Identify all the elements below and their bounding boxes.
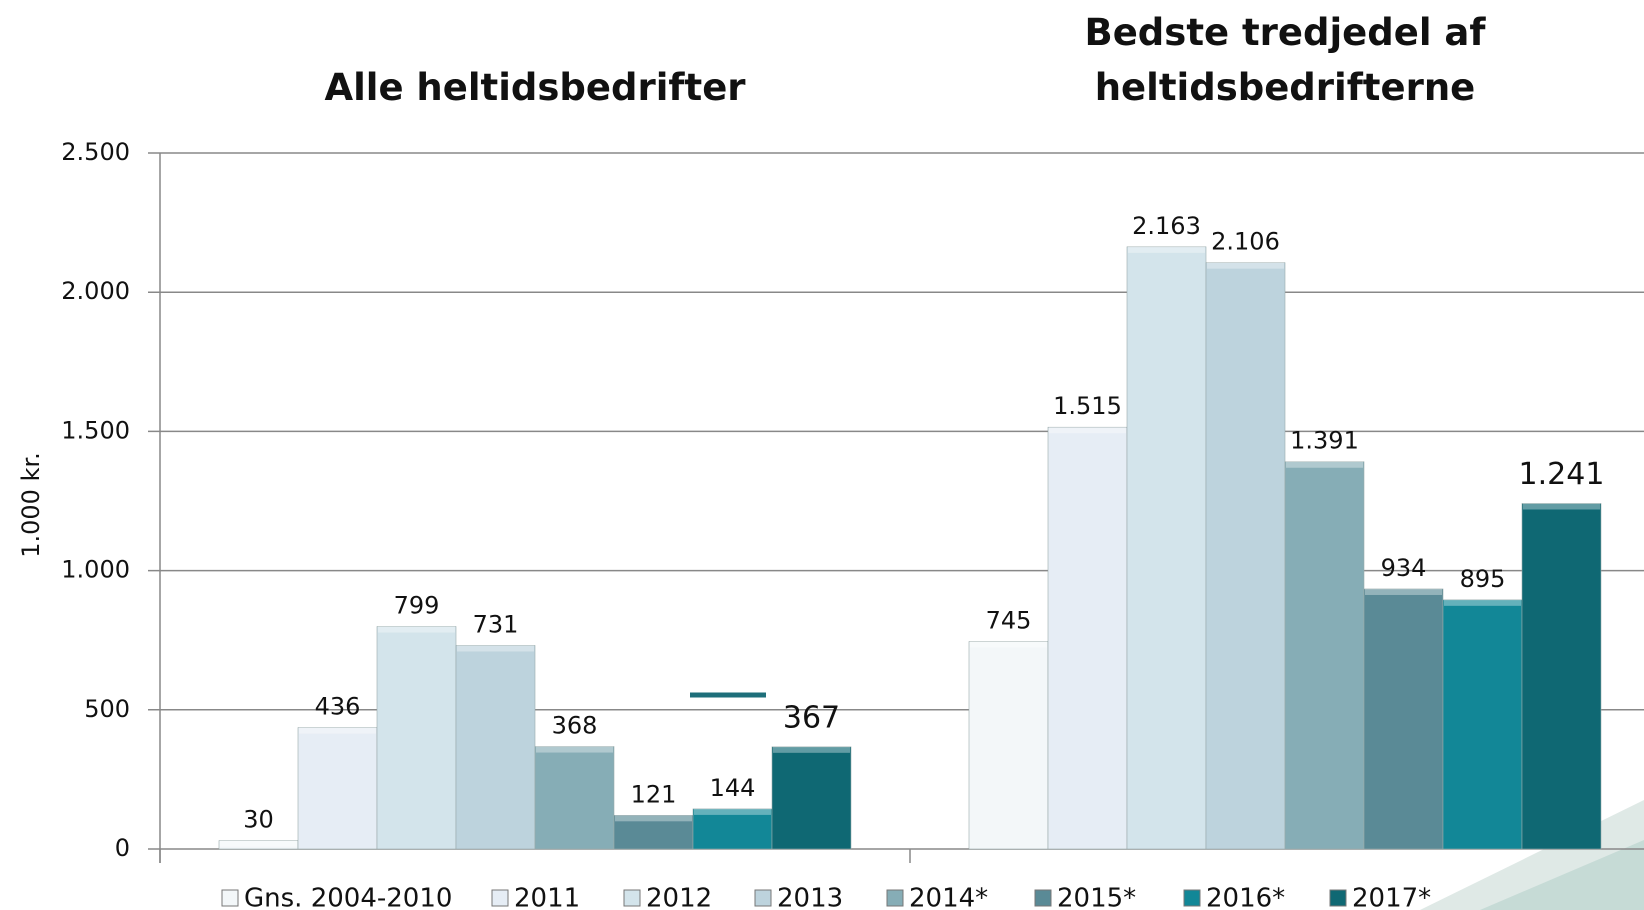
value-label: 144: [710, 774, 756, 802]
value-label: 745: [986, 607, 1032, 635]
legend-label: 2011: [514, 884, 580, 910]
value-label: 368: [552, 712, 598, 740]
y-tick-label: 500: [84, 695, 130, 723]
legend-swatch: [886, 889, 904, 907]
bar: [1205, 262, 1286, 850]
bar: [613, 815, 694, 850]
bar: [1363, 588, 1444, 850]
legend-swatch: [1183, 889, 1201, 907]
bar-highlight: [536, 746, 613, 753]
y-tick-label: 2.500: [61, 138, 130, 166]
bar: [1442, 599, 1523, 850]
value-label: 121: [631, 780, 677, 808]
legend-label: Gns. 2004-2010: [244, 884, 452, 910]
legend-label: 2013: [777, 884, 843, 910]
bar-highlight: [615, 815, 692, 822]
legend-swatch: [623, 889, 641, 907]
y-tick-label: 1.500: [61, 416, 130, 444]
bar: [1047, 426, 1128, 850]
y-axis-label: 1.000 kr.: [17, 452, 45, 558]
y-tick-label: 1.000: [61, 556, 130, 584]
bar-highlight: [457, 645, 534, 652]
value-label: 2.163: [1132, 212, 1201, 240]
legend-label: 2012: [646, 884, 712, 910]
bar-highlight: [970, 641, 1047, 648]
legend-swatch: [491, 889, 509, 907]
bar: [692, 808, 773, 850]
legend-label: 2016*: [1206, 884, 1285, 910]
legend-label: 2017*: [1352, 884, 1431, 910]
bar-highlight: [1286, 461, 1363, 468]
bar: [297, 727, 378, 850]
bar: [1284, 461, 1365, 850]
bar: [1126, 246, 1207, 850]
legend-swatch: [754, 889, 772, 907]
group-title: Bedste tredjedel af heltidsbedrifterne: [1084, 11, 1486, 109]
legend-swatch: [221, 889, 239, 907]
bar-highlight: [1207, 262, 1284, 269]
bar-highlight: [1444, 599, 1521, 606]
bar-highlight: [378, 626, 455, 633]
bar-highlight: [773, 746, 850, 753]
legend-swatch: [1329, 889, 1347, 907]
value-label: 934: [1381, 554, 1427, 582]
legend-swatch: [1034, 889, 1052, 907]
value-label: 1.515: [1053, 392, 1122, 420]
value-label: 731: [473, 610, 519, 638]
bar-highlight: [1128, 246, 1205, 253]
value-label: 2.106: [1211, 228, 1280, 256]
bar-highlight: [1049, 427, 1126, 434]
value-label: 1.241: [1519, 457, 1605, 492]
bar-highlight: [220, 840, 297, 847]
group-title: Alle heltidsbedrifter: [324, 66, 746, 109]
bar-highlight: [1365, 588, 1442, 595]
value-label: 895: [1460, 565, 1506, 593]
bar: [1521, 503, 1602, 850]
value-label: 799: [394, 592, 440, 620]
bar: [771, 746, 852, 850]
value-label: 436: [315, 693, 361, 721]
bar: [455, 645, 536, 850]
y-tick-label: 0: [115, 834, 130, 862]
bar: [968, 641, 1049, 850]
bar: [376, 626, 457, 850]
value-label: 367: [783, 700, 840, 735]
decoration: [1480, 840, 1644, 910]
legend-label: 2015*: [1057, 884, 1136, 910]
bar: [534, 746, 615, 850]
y-tick-label: 2.000: [61, 277, 130, 305]
bar-highlight: [1523, 503, 1600, 510]
bar-highlight: [694, 808, 771, 815]
bar-highlight: [299, 727, 376, 734]
legend-label: 2014*: [909, 884, 988, 910]
value-label: 1.391: [1290, 427, 1359, 455]
value-label: 30: [243, 806, 274, 834]
